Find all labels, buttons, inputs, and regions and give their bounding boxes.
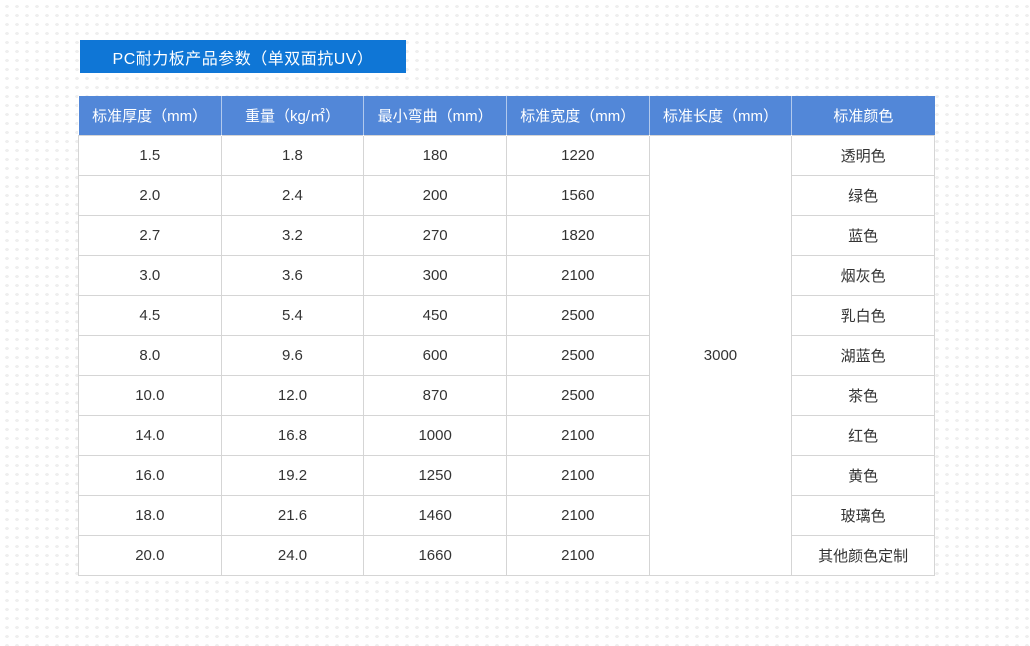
cell-width: 2100	[505, 494, 650, 536]
cell-thickness: 1.5	[78, 134, 222, 176]
cell-min-bend: 1000	[363, 414, 507, 456]
cell-thickness: 2.0	[78, 174, 222, 216]
cell-min-bend: 300	[363, 254, 507, 296]
cell-weight: 3.6	[220, 254, 365, 296]
column-header-color: 标准颜色	[791, 96, 935, 135]
column-header-weight: 重量（kg/㎡）	[221, 96, 365, 135]
cell-width: 2100	[505, 534, 650, 576]
table-row: 16.0 19.2 1250 2100 黄色	[78, 454, 935, 496]
cell-min-bend: 200	[363, 174, 507, 216]
table-row: 3.0 3.6 300 2100 烟灰色	[78, 254, 935, 296]
cell-min-bend: 1660	[363, 534, 507, 576]
cell-weight: 12.0	[220, 374, 365, 416]
cell-width: 2500	[505, 294, 650, 336]
column-header-length: 标准长度（mm）	[649, 96, 793, 135]
cell-thickness: 8.0	[78, 334, 222, 376]
cell-color: 玻璃色	[791, 494, 935, 536]
product-spec-table: 标准厚度（mm） 重量（kg/㎡） 最小弯曲（mm） 标准宽度（mm） 标准长度…	[78, 96, 935, 576]
cell-thickness: 14.0	[78, 414, 222, 456]
cell-weight: 5.4	[220, 294, 365, 336]
table-row: 2.7 3.2 270 1820 蓝色	[78, 214, 935, 256]
table-row: 2.0 2.4 200 1560 绿色	[78, 174, 935, 216]
cell-color: 烟灰色	[791, 254, 935, 296]
cell-thickness: 16.0	[78, 454, 222, 496]
cell-weight: 24.0	[220, 534, 365, 576]
page-title: PC耐力板产品参数（单双面抗UV）	[112, 50, 374, 68]
cell-width: 1220	[505, 134, 650, 176]
cell-thickness: 4.5	[78, 294, 222, 336]
cell-thickness: 3.0	[78, 254, 222, 296]
cell-min-bend: 180	[363, 134, 507, 176]
cell-width: 2100	[505, 414, 650, 456]
table-row: 18.0 21.6 1460 2100 玻璃色	[78, 494, 935, 536]
table-row: 14.0 16.8 1000 2100 红色	[78, 414, 935, 456]
cell-thickness: 10.0	[78, 374, 222, 416]
table-header-row: 标准厚度（mm） 重量（kg/㎡） 最小弯曲（mm） 标准宽度（mm） 标准长度…	[78, 96, 935, 135]
title-banner: PC耐力板产品参数（单双面抗UV）	[80, 40, 406, 73]
cell-color: 黄色	[791, 454, 935, 496]
cell-weight: 19.2	[220, 454, 365, 496]
cell-weight: 16.8	[220, 414, 365, 456]
cell-min-bend: 1250	[363, 454, 507, 496]
column-header-min-bend: 最小弯曲（mm）	[363, 96, 507, 135]
cell-min-bend: 870	[363, 374, 507, 416]
cell-color: 蓝色	[791, 214, 935, 256]
cell-thickness: 20.0	[78, 534, 222, 576]
cell-weight: 1.8	[220, 134, 365, 176]
cell-width: 2500	[505, 334, 650, 376]
length-merged-cell: 3000	[648, 134, 793, 576]
column-header-thickness: 标准厚度（mm）	[78, 96, 222, 135]
table-row: 8.0 9.6 600 2500 湖蓝色	[78, 334, 935, 376]
cell-width: 2100	[505, 454, 650, 496]
cell-width: 2500	[505, 374, 650, 416]
cell-color: 湖蓝色	[791, 334, 935, 376]
cell-color: 透明色	[791, 134, 935, 176]
cell-thickness: 18.0	[78, 494, 222, 536]
cell-min-bend: 600	[363, 334, 507, 376]
table-row: 20.0 24.0 1660 2100 其他颜色定制	[78, 534, 935, 576]
cell-width: 2100	[505, 254, 650, 296]
cell-min-bend: 1460	[363, 494, 507, 536]
table-body: 1.5 1.8 180 1220 3000 透明色 2.0 2.4 200 1560 绿色 2.7 3.…	[78, 134, 935, 576]
cell-weight: 3.2	[220, 214, 365, 256]
cell-thickness: 2.7	[78, 214, 222, 256]
cell-color: 其他颜色定制	[791, 534, 935, 576]
cell-color: 红色	[791, 414, 935, 456]
table-row: 1.5 1.8 180 1220 3000 透明色	[78, 134, 935, 576]
cell-color: 乳白色	[791, 294, 935, 336]
cell-width: 1820	[505, 214, 650, 256]
cell-weight: 9.6	[220, 334, 365, 376]
cell-min-bend: 450	[363, 294, 507, 336]
cell-weight: 21.6	[220, 494, 365, 536]
cell-color: 茶色	[791, 374, 935, 416]
cell-color: 绿色	[791, 174, 935, 216]
table-row: 10.0 12.0 870 2500 茶色	[78, 374, 935, 416]
cell-width: 1560	[505, 174, 650, 216]
cell-weight: 2.4	[220, 174, 365, 216]
cell-min-bend: 270	[363, 214, 507, 256]
column-header-width: 标准宽度（mm）	[506, 96, 650, 135]
table-row: 4.5 5.4 450 2500 乳白色	[78, 294, 935, 336]
